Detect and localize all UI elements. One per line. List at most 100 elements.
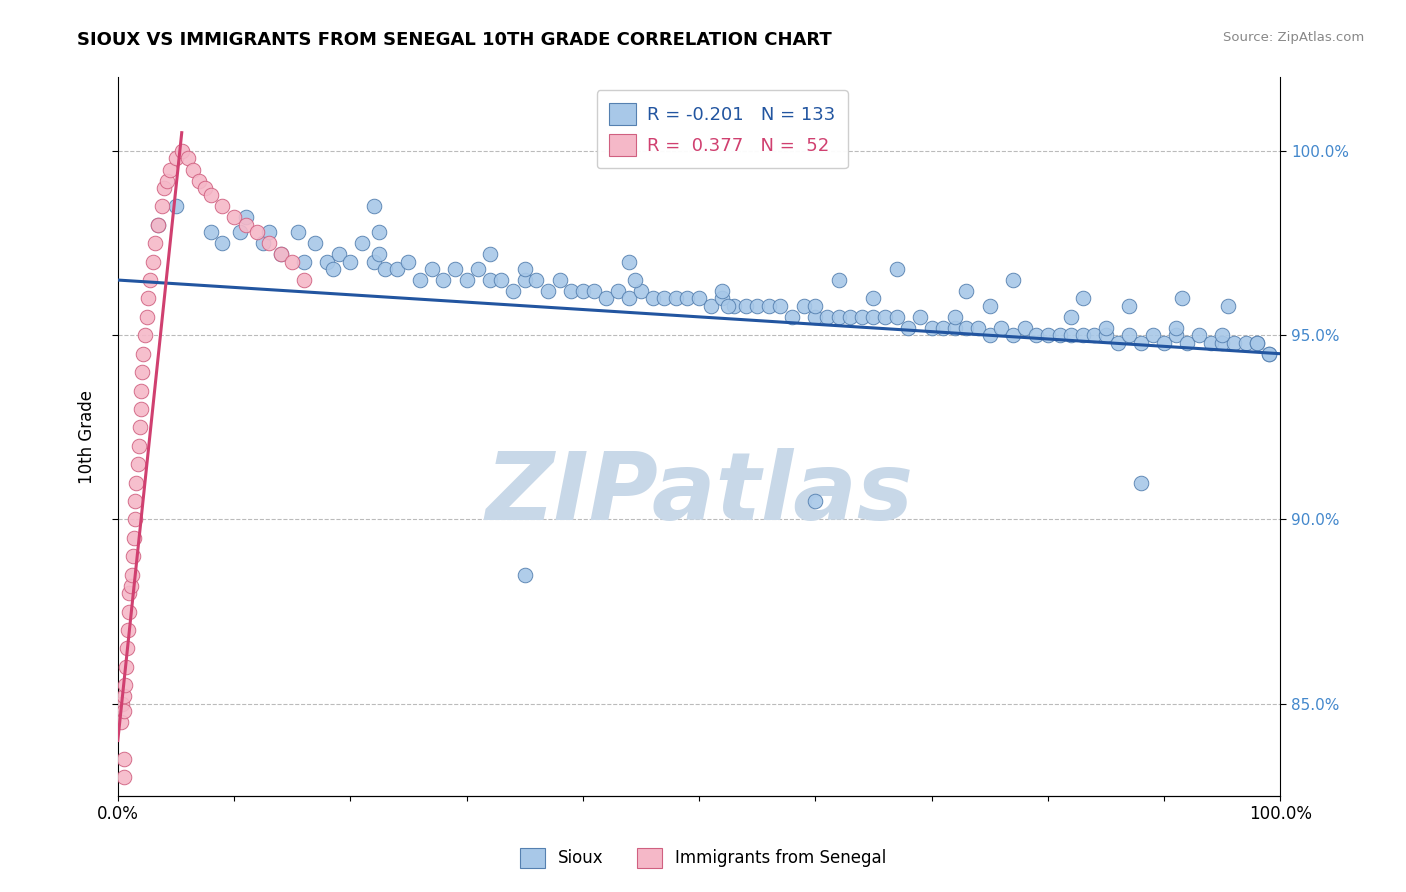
- Point: [862, 310, 884, 324]
- Point: [734, 299, 756, 313]
- Point: [676, 292, 699, 306]
- Point: [1142, 328, 1164, 343]
- Point: [368, 225, 391, 239]
- Y-axis label: 10th Grade: 10th Grade: [79, 390, 96, 483]
- Point: [524, 273, 547, 287]
- Point: [804, 494, 827, 508]
- Point: [572, 284, 595, 298]
- Point: [1107, 335, 1129, 350]
- Point: [115, 660, 138, 674]
- Point: [409, 273, 432, 287]
- Point: [827, 273, 849, 287]
- Point: [114, 678, 136, 692]
- Point: [478, 247, 501, 261]
- Point: [943, 310, 966, 324]
- Point: [112, 690, 135, 704]
- Point: [513, 567, 536, 582]
- Point: [139, 273, 162, 287]
- Point: [129, 401, 152, 416]
- Point: [229, 225, 252, 239]
- Point: [304, 236, 326, 251]
- Point: [780, 310, 803, 324]
- Point: [281, 254, 304, 268]
- Point: [374, 262, 396, 277]
- Point: [194, 181, 217, 195]
- Point: [769, 299, 792, 313]
- Point: [955, 284, 977, 298]
- Text: Source: ZipAtlas.com: Source: ZipAtlas.com: [1223, 31, 1364, 45]
- Point: [1170, 292, 1192, 306]
- Point: [292, 273, 315, 287]
- Point: [1216, 299, 1239, 313]
- Point: [398, 254, 420, 268]
- Point: [246, 225, 269, 239]
- Point: [235, 211, 257, 225]
- Point: [128, 439, 150, 453]
- Point: [1083, 328, 1105, 343]
- Point: [127, 457, 149, 471]
- Point: [165, 199, 187, 213]
- Point: [115, 641, 138, 656]
- Point: [200, 188, 222, 202]
- Point: [148, 218, 170, 232]
- Point: [619, 254, 641, 268]
- Point: [513, 273, 536, 287]
- Point: [257, 236, 280, 251]
- Point: [758, 299, 780, 313]
- Point: [124, 512, 146, 526]
- Legend: Sioux, Immigrants from Senegal: Sioux, Immigrants from Senegal: [513, 841, 893, 875]
- Point: [491, 273, 513, 287]
- Point: [1129, 335, 1152, 350]
- Point: [990, 321, 1012, 335]
- Point: [211, 199, 233, 213]
- Point: [328, 247, 350, 261]
- Point: [1071, 292, 1094, 306]
- Point: [804, 310, 827, 324]
- Point: [131, 365, 153, 379]
- Point: [699, 299, 721, 313]
- Point: [711, 292, 734, 306]
- Point: [560, 284, 582, 298]
- Point: [921, 321, 943, 335]
- Point: [142, 254, 165, 268]
- Point: [122, 549, 145, 564]
- Point: [1164, 328, 1187, 343]
- Point: [363, 199, 385, 213]
- Point: [717, 299, 740, 313]
- Point: [432, 273, 454, 287]
- Point: [943, 321, 966, 335]
- Point: [537, 284, 560, 298]
- Point: [1177, 335, 1199, 350]
- Point: [932, 321, 955, 335]
- Point: [188, 173, 211, 187]
- Point: [385, 262, 408, 277]
- Point: [851, 310, 873, 324]
- Point: [641, 292, 664, 306]
- Point: [815, 310, 838, 324]
- Point: [112, 770, 135, 784]
- Point: [270, 247, 292, 261]
- Point: [1257, 347, 1279, 361]
- Point: [287, 225, 309, 239]
- Point: [747, 299, 769, 313]
- Point: [128, 420, 150, 434]
- Point: [124, 494, 146, 508]
- Point: [252, 236, 274, 251]
- Point: [467, 262, 489, 277]
- Point: [624, 273, 647, 287]
- Point: [595, 292, 617, 306]
- Point: [908, 310, 931, 324]
- Point: [143, 236, 166, 251]
- Point: [322, 262, 344, 277]
- Point: [827, 310, 849, 324]
- Point: [1095, 321, 1118, 335]
- Point: [711, 284, 734, 298]
- Point: [170, 144, 193, 158]
- Point: [150, 199, 173, 213]
- Point: [110, 715, 132, 730]
- Point: [1025, 328, 1047, 343]
- Point: [222, 211, 245, 225]
- Point: [1188, 328, 1211, 343]
- Point: [886, 310, 908, 324]
- Point: [270, 247, 292, 261]
